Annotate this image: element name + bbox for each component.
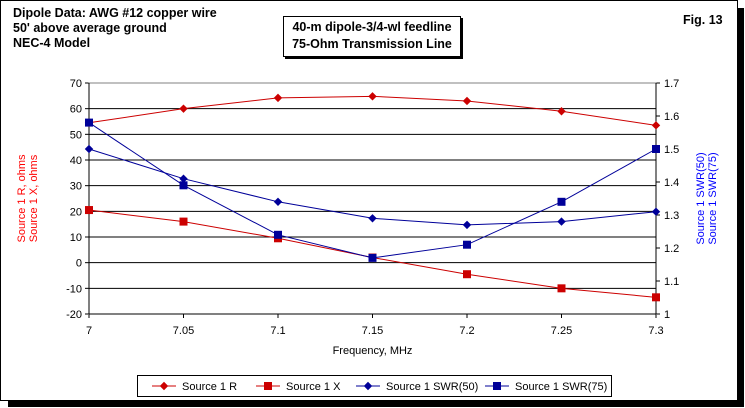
- y-right-tick-label: 1.3: [664, 210, 679, 222]
- y-left-axis-label: Source 1 X, ohms: [28, 154, 40, 242]
- chart-header: Dipole Data: AWG #12 copper wire 50' abo…: [13, 6, 217, 51]
- data-point: [651, 121, 661, 130]
- y-left-tick-label: 20: [70, 206, 82, 218]
- data-point: [368, 253, 377, 262]
- y-left-tick-label: 70: [70, 78, 82, 90]
- chart-title-box: 40-m dipole-3/4-wl feedline 75-Ohm Trans…: [283, 16, 461, 57]
- legend-item: Source 1 SWR(75): [485, 381, 607, 393]
- data-point: [273, 93, 283, 103]
- y-right-tick-label: 1.5: [664, 144, 679, 156]
- y-left-tick-label: -10: [66, 283, 82, 295]
- x-axis-label: Frequency, MHz: [333, 345, 413, 357]
- legend-marker: [159, 381, 169, 391]
- x-tick-label: 7.05: [173, 325, 194, 337]
- y-left-axis-label: Source 1 R, ohms: [16, 154, 28, 243]
- data-point: [557, 197, 566, 206]
- y-right-axis-label: Source 1 SWR(50): [695, 152, 707, 244]
- data-point: [652, 293, 660, 302]
- legend-item: Source 1 SWR(50): [356, 381, 478, 393]
- data-point: [463, 270, 471, 279]
- data-point: [179, 174, 188, 183]
- data-point: [179, 104, 188, 113]
- x-tick-label: 7.1: [270, 325, 285, 337]
- x-tick-label: 7.15: [362, 325, 383, 337]
- x-tick-label: 7: [86, 325, 92, 337]
- data-point: [85, 206, 93, 215]
- data-point: [463, 240, 471, 249]
- y-left-tick-label: 30: [70, 181, 82, 193]
- plot-area: [88, 82, 657, 315]
- y-right-tick-label: 1.7: [664, 78, 679, 90]
- data-point: [368, 92, 377, 101]
- data-point: [652, 145, 660, 153]
- y-right-tick-label: 1.4: [664, 177, 679, 189]
- y-right-tick-label: 1.2: [664, 243, 679, 255]
- header-line-3: NEC-4 Model: [13, 36, 91, 50]
- data-point: [179, 181, 188, 190]
- y-left-tick-label: 60: [70, 104, 82, 116]
- series-source-1-r: [84, 92, 661, 130]
- frame-shadow-right: [738, 8, 744, 405]
- legend-marker: [264, 382, 272, 390]
- y-left-tick-label: 50: [70, 129, 82, 141]
- data-point: [179, 217, 188, 226]
- title-line-2: 75-Ohm Transmission Line: [292, 37, 452, 51]
- data-point: [273, 197, 283, 207]
- chart-frame: Dipole Data: AWG #12 copper wire 50' abo…: [0, 0, 738, 401]
- plot-svg: -20 -10 0 10 20 30 40 50 60 70 1 1.1 1.2 1.3 1.4 1.5 1.6…: [16, 78, 719, 357]
- header-line-1: Dipole Data: AWG #12 copper wire: [13, 6, 217, 20]
- legend-label: Source 1 SWR(75): [515, 381, 607, 393]
- header-line-2: 50' above average ground: [13, 21, 167, 35]
- y-left-tick-label: 40: [70, 155, 82, 167]
- legend-label: Source 1 SWR(50): [386, 381, 478, 393]
- data-point: [84, 144, 94, 154]
- data-point: [368, 214, 377, 223]
- data-point: [462, 220, 472, 230]
- series-source-1-swr-75-: [85, 118, 660, 262]
- series-line: [88, 95, 657, 126]
- y-right-tick-label: 1.1: [664, 276, 679, 288]
- y-left-tick-label: 10: [70, 232, 82, 244]
- data-point: [557, 284, 566, 293]
- legend-item: Source 1 R: [152, 381, 237, 393]
- data-point: [274, 230, 282, 239]
- title-line-1: 40-m dipole-3/4-wl feedline: [292, 20, 452, 34]
- y-left-tick-label: 0: [76, 258, 82, 270]
- legend-svg: Source 1 R Source 1 X Source 1 SWR(50) Sour…: [152, 381, 607, 393]
- legend-label: Source 1 X: [286, 381, 341, 393]
- frame-shadow-bottom: [8, 401, 744, 407]
- y-right-tick-label: 1: [664, 309, 670, 321]
- data-point: [651, 207, 661, 216]
- y-right-axis-label: Source 1 SWR(75): [707, 152, 719, 244]
- data-point: [462, 96, 472, 106]
- legend-marker: [363, 381, 373, 391]
- figure-label: Fig. 13: [683, 13, 723, 27]
- series-source-1-swr-50-: [84, 144, 661, 230]
- data-point: [557, 107, 566, 116]
- data-point: [557, 217, 566, 226]
- legend-label: Source 1 R: [182, 381, 237, 393]
- series-line: [88, 122, 657, 259]
- y-left-tick-label: -20: [66, 309, 82, 321]
- legend: Source 1 R Source 1 X Source 1 SWR(50) Sour…: [137, 375, 612, 397]
- x-tick-label: 7.2: [459, 325, 474, 337]
- legend-marker: [493, 382, 501, 390]
- legend-item: Source 1 X: [256, 381, 341, 393]
- x-tick-label: 7.25: [551, 325, 572, 337]
- data-point: [85, 118, 93, 127]
- x-tick-label: 7.3: [648, 325, 663, 337]
- y-right-tick-label: 1.6: [664, 111, 679, 123]
